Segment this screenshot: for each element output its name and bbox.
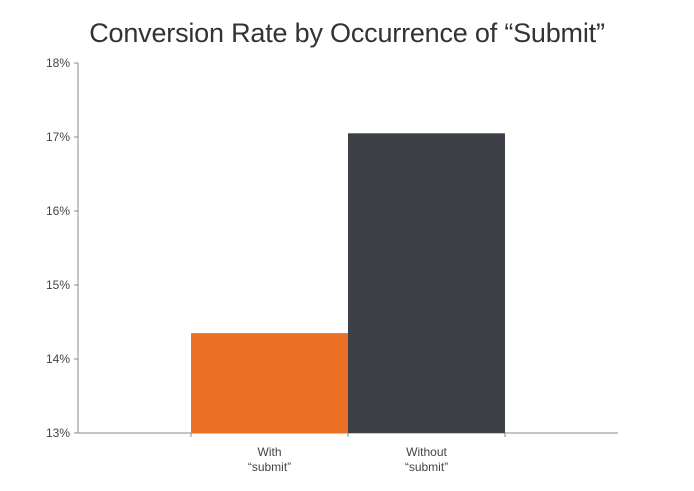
y-tick-label: 14% (46, 352, 70, 366)
chart-bars (191, 133, 505, 434)
bar (191, 333, 348, 433)
x-tick-label: With (258, 445, 282, 459)
y-tick-label: 16% (46, 204, 70, 218)
chart-tick-labels: 13%14%15%16%17%18%With“submit”Without“su… (46, 56, 448, 474)
y-tick-label: 13% (46, 426, 70, 440)
y-tick-label: 18% (46, 56, 70, 70)
x-tick-label: Without (406, 445, 447, 459)
x-tick-label: “submit” (405, 460, 448, 474)
y-tick-label: 15% (46, 278, 70, 292)
y-tick-label: 17% (46, 130, 70, 144)
x-tick-label: “submit” (248, 460, 291, 474)
bar (348, 133, 505, 434)
chart-title: Conversion Rate by Occurrence of “Submit… (89, 18, 605, 48)
